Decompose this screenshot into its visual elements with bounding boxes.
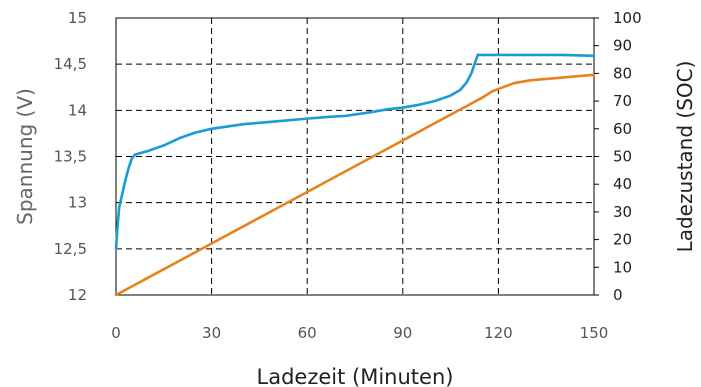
x-tick-label-3: 90 (393, 324, 412, 342)
y2-tick-label-0: 0 (613, 286, 623, 304)
x-axis-title: Ladezeit (Minuten) (257, 365, 454, 387)
y2-tick-label-5: 50 (613, 148, 632, 166)
x-tick-label-1: 30 (202, 324, 221, 342)
y2-tick-label-1: 10 (613, 258, 632, 276)
y2-tick-label-9: 90 (613, 37, 632, 55)
x-tick-label-2: 60 (298, 324, 317, 342)
y-tick-label-6: 15 (68, 9, 87, 27)
y-axis-title: Spannung (V) (13, 88, 37, 225)
y-tick-label-2: 13 (68, 194, 87, 212)
y2-tick-label-7: 70 (613, 92, 632, 110)
y-tick-label-0: 12 (68, 286, 87, 304)
y2-axis-title: Ladezustand (SOC) (673, 61, 697, 253)
y2-tick-label-6: 60 (613, 120, 632, 138)
y2-tick-label-4: 40 (613, 175, 632, 193)
y2-tick-label-3: 30 (613, 203, 632, 221)
series-line-voltage (114, 53, 596, 251)
y-tick-label-4: 14 (68, 101, 87, 119)
y-tick-label-1: 12,5 (54, 240, 87, 258)
x-tick-label-5: 150 (580, 324, 609, 342)
y2-tick-label-10: 100 (613, 9, 642, 27)
x-tick-label-4: 120 (484, 324, 513, 342)
series-line-soc (114, 73, 596, 297)
y2-tick-label-8: 80 (613, 64, 632, 82)
y2-tick-label-2: 20 (613, 231, 632, 249)
x-tick-label-0: 0 (111, 324, 121, 342)
y-tick-label-3: 13,5 (54, 148, 87, 166)
y-tick-label-5: 14,5 (54, 55, 87, 73)
